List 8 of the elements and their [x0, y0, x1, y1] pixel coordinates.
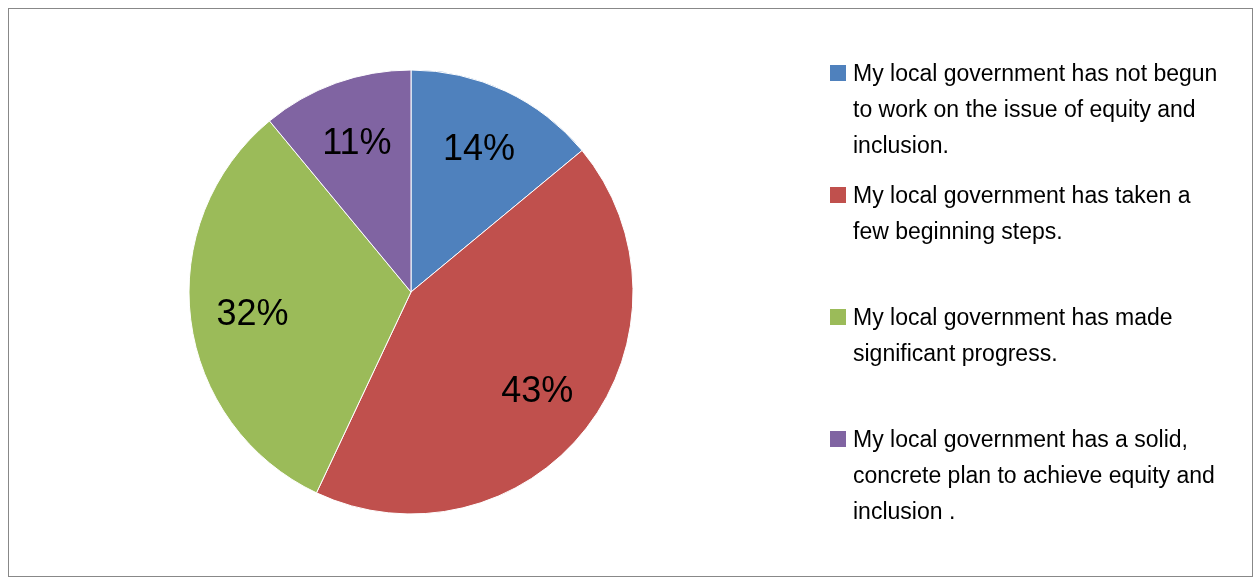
legend-label: My local government has made significant progress. [853, 304, 1173, 366]
legend-label: My local government has not begun to work on the issue of equity and inclusion. [853, 60, 1218, 158]
legend-label: My local government has a solid, concrete plan to achieve equity and inclusion . [853, 426, 1215, 524]
data-label: 43% [501, 369, 574, 411]
data-label: 11% [322, 121, 392, 163]
data-label: 32% [216, 291, 289, 333]
legend-label: My local government has taken a few beginning steps. [853, 182, 1191, 244]
data-label: 14% [443, 126, 516, 168]
